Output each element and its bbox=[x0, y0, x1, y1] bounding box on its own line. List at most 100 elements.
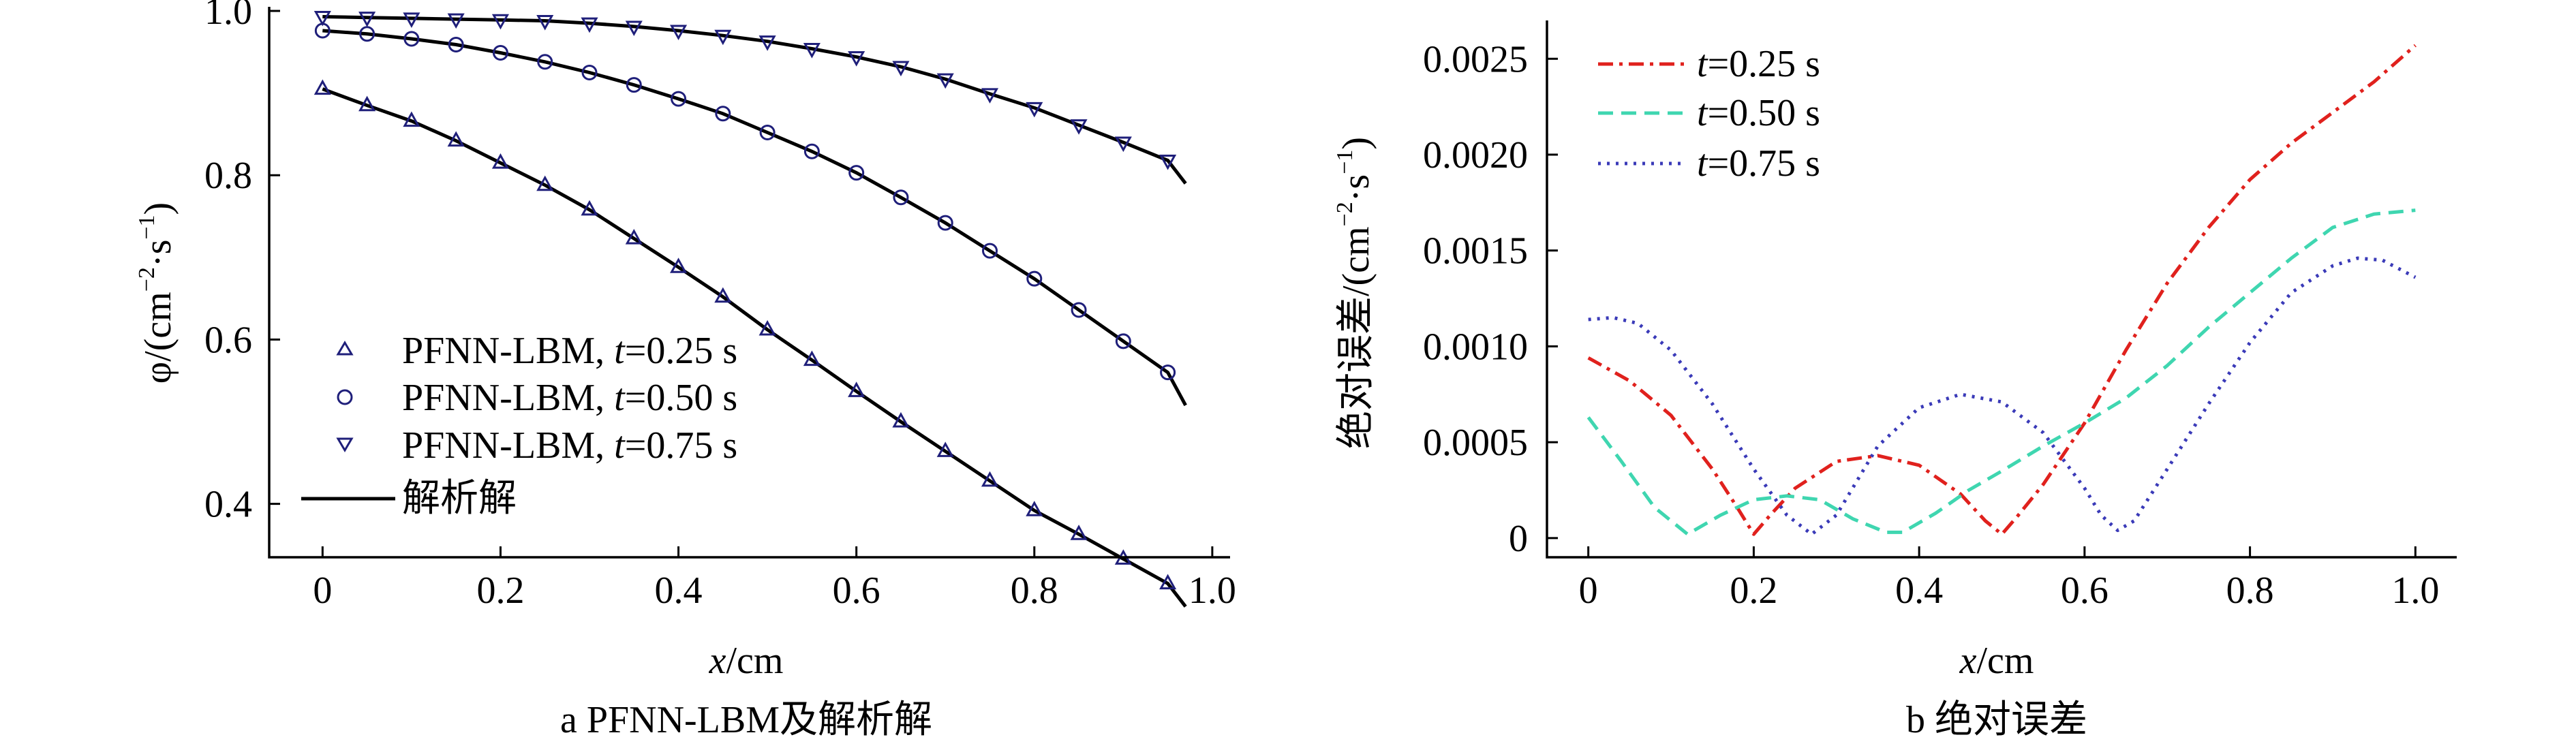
data-point-circle bbox=[1160, 364, 1176, 381]
data-point-circle bbox=[581, 64, 598, 80]
data-point-triangle-down bbox=[313, 10, 331, 27]
panel-b-legend: t=0.25 s t=0.50 s t=0.75 s bbox=[1598, 43, 1820, 185]
panel-b-ylabel-main: 绝对误差/(cm bbox=[1335, 226, 1377, 449]
x-tick-label: 1.0 bbox=[1189, 570, 1236, 612]
legend-item-t025: PFNN-LBM, t=0.25 s bbox=[336, 330, 737, 372]
panel-b-ticks: 0 0.2 0.4 0.6 0.8 1.0 0 0.0005 0.0010 0.0015 0.002… bbox=[1423, 38, 2439, 612]
data-point-triangle-down bbox=[714, 29, 732, 46]
legend-item-err-t025: t=0.25 s bbox=[1598, 43, 1820, 85]
panel-a-ylabel-main: φ/(cm bbox=[137, 292, 179, 384]
data-point-circle bbox=[359, 26, 375, 42]
x-tick-label: 0 bbox=[1579, 570, 1598, 612]
data-point-triangle-down bbox=[892, 61, 910, 77]
panel-a-series bbox=[313, 10, 1187, 608]
data-point-triangle-up bbox=[491, 153, 509, 169]
data-point-circle bbox=[626, 77, 642, 93]
data-point-triangle-up bbox=[625, 228, 643, 245]
panel-b-ylabel-end: ) bbox=[1335, 137, 1377, 150]
legend-item-err-t075: t=0.75 s bbox=[1598, 142, 1820, 185]
panel-b-xlabel: x/cm bbox=[1959, 640, 2034, 682]
data-point-circle bbox=[893, 189, 909, 206]
data-point-triangle-down bbox=[1159, 155, 1177, 170]
data-point-triangle-up bbox=[1159, 574, 1177, 590]
panel-b-xlabel-var: x bbox=[1959, 640, 1977, 682]
data-point-triangle-up bbox=[1070, 525, 1088, 540]
panel-b-ylabel-exp1: −2 bbox=[1332, 202, 1358, 226]
data-point-triangle-up bbox=[536, 175, 554, 191]
legend-item-analytic: 解析解 bbox=[301, 478, 517, 520]
panel-a-caption: a PFNN-LBM及解析解 bbox=[560, 699, 932, 741]
x-tick-label: 0 bbox=[313, 570, 332, 612]
panel-b-ylabel-mid: ·s bbox=[1335, 174, 1377, 202]
data-point-triangle-down bbox=[1070, 119, 1088, 135]
x-tick-label: 1.0 bbox=[2391, 570, 2439, 612]
data-point-circle bbox=[537, 54, 553, 70]
error-curve-t025 bbox=[1587, 44, 2417, 536]
data-point-triangle-down bbox=[981, 88, 999, 104]
data-point-circle bbox=[1026, 270, 1043, 287]
data-point-circle bbox=[982, 243, 998, 259]
data-point-circle bbox=[403, 31, 420, 47]
y-tick-label: 0.6 bbox=[204, 319, 252, 361]
data-point-circle bbox=[803, 143, 820, 159]
triangle-up-marker-icon bbox=[336, 341, 354, 356]
x-tick-label: 0.2 bbox=[1730, 570, 1777, 612]
legend-item-err-t050: t=0.50 s bbox=[1598, 92, 1820, 134]
y-tick-label: 0.0010 bbox=[1423, 326, 1528, 368]
data-point-triangle-up bbox=[447, 131, 465, 147]
y-tick-label: 1.0 bbox=[204, 0, 252, 33]
data-point-triangle-up bbox=[892, 411, 910, 428]
data-point-triangle-down bbox=[758, 35, 776, 51]
x-tick-label: 0.8 bbox=[1011, 570, 1058, 612]
panel-b-caption: b 绝对误差 bbox=[1906, 699, 2087, 741]
data-point-triangle-down bbox=[1114, 136, 1132, 153]
data-point-triangle-up bbox=[313, 79, 331, 95]
data-point-triangle-down bbox=[536, 15, 554, 31]
circle-marker-icon bbox=[337, 389, 353, 405]
data-point-triangle-up bbox=[1026, 501, 1043, 516]
legend-label: PFNN-LBM, t=0.25 s bbox=[402, 330, 737, 372]
panel-b-ylabel-exp2: −1 bbox=[1332, 150, 1358, 174]
legend-label: t=0.75 s bbox=[1697, 142, 1820, 185]
data-point-circle bbox=[848, 165, 865, 181]
data-point-circle bbox=[1115, 333, 1131, 349]
data-point-triangle-up bbox=[981, 471, 999, 487]
panel-a-xlabel-unit: /cm bbox=[726, 640, 783, 682]
x-tick-label: 0.6 bbox=[2061, 570, 2109, 612]
panel-a-ylabel-exp1: −2 bbox=[134, 267, 159, 292]
x-tick-label: 0.4 bbox=[1895, 570, 1943, 612]
x-tick-label: 0.2 bbox=[476, 570, 524, 612]
x-tick-label: 0.4 bbox=[655, 570, 703, 612]
x-tick-label: 0.8 bbox=[2226, 570, 2274, 612]
data-point-triangle-down bbox=[403, 12, 420, 28]
data-point-triangle-down bbox=[848, 51, 865, 67]
panel-a-legend: PFNN-LBM, t=0.25 s PFNN-LBM, t=0.50 s PF… bbox=[301, 330, 737, 520]
data-point-triangle-down bbox=[447, 13, 465, 29]
data-point-triangle-down bbox=[625, 20, 643, 37]
panel-b: 0 0.2 0.4 0.6 0.8 1.0 0 0.0005 0.0010 0.0015 0.002… bbox=[1332, 20, 2457, 741]
panel-b-series bbox=[1586, 44, 2417, 536]
data-point-triangle-up bbox=[848, 381, 865, 397]
y-tick-label: 0.0025 bbox=[1423, 38, 1528, 80]
data-point-circle bbox=[448, 36, 464, 52]
panel-a-ylabel-end: ) bbox=[137, 202, 179, 215]
x-tick-label: 0.6 bbox=[833, 570, 880, 612]
analytic-curve-t025 bbox=[322, 87, 1187, 608]
data-point-triangle-down bbox=[803, 43, 821, 59]
legend-item-t075: PFNN-LBM, t=0.75 s bbox=[336, 424, 737, 467]
legend-label: PFNN-LBM, t=0.75 s bbox=[402, 424, 737, 467]
data-point-circle bbox=[1071, 302, 1087, 318]
data-point-triangle-up bbox=[714, 287, 732, 303]
data-point-circle bbox=[759, 125, 776, 141]
legend-label: t=0.25 s bbox=[1697, 43, 1820, 85]
error-curve-t050 bbox=[1586, 208, 2416, 536]
panel-a-xlabel: x/cm bbox=[709, 640, 784, 682]
legend-label: 解析解 bbox=[402, 478, 517, 520]
y-tick-label: 0.0020 bbox=[1423, 134, 1528, 176]
y-tick-label: 0.4 bbox=[204, 484, 252, 526]
panel-a: 0 0.2 0.4 0.6 0.8 1.0 0.4 0.6 0.8 1.0 x/cm a PFNN… bbox=[134, 0, 1236, 741]
y-tick-label: 0 bbox=[1509, 518, 1528, 560]
panel-a-axes bbox=[268, 7, 1230, 559]
data-point-triangle-down bbox=[670, 25, 688, 41]
